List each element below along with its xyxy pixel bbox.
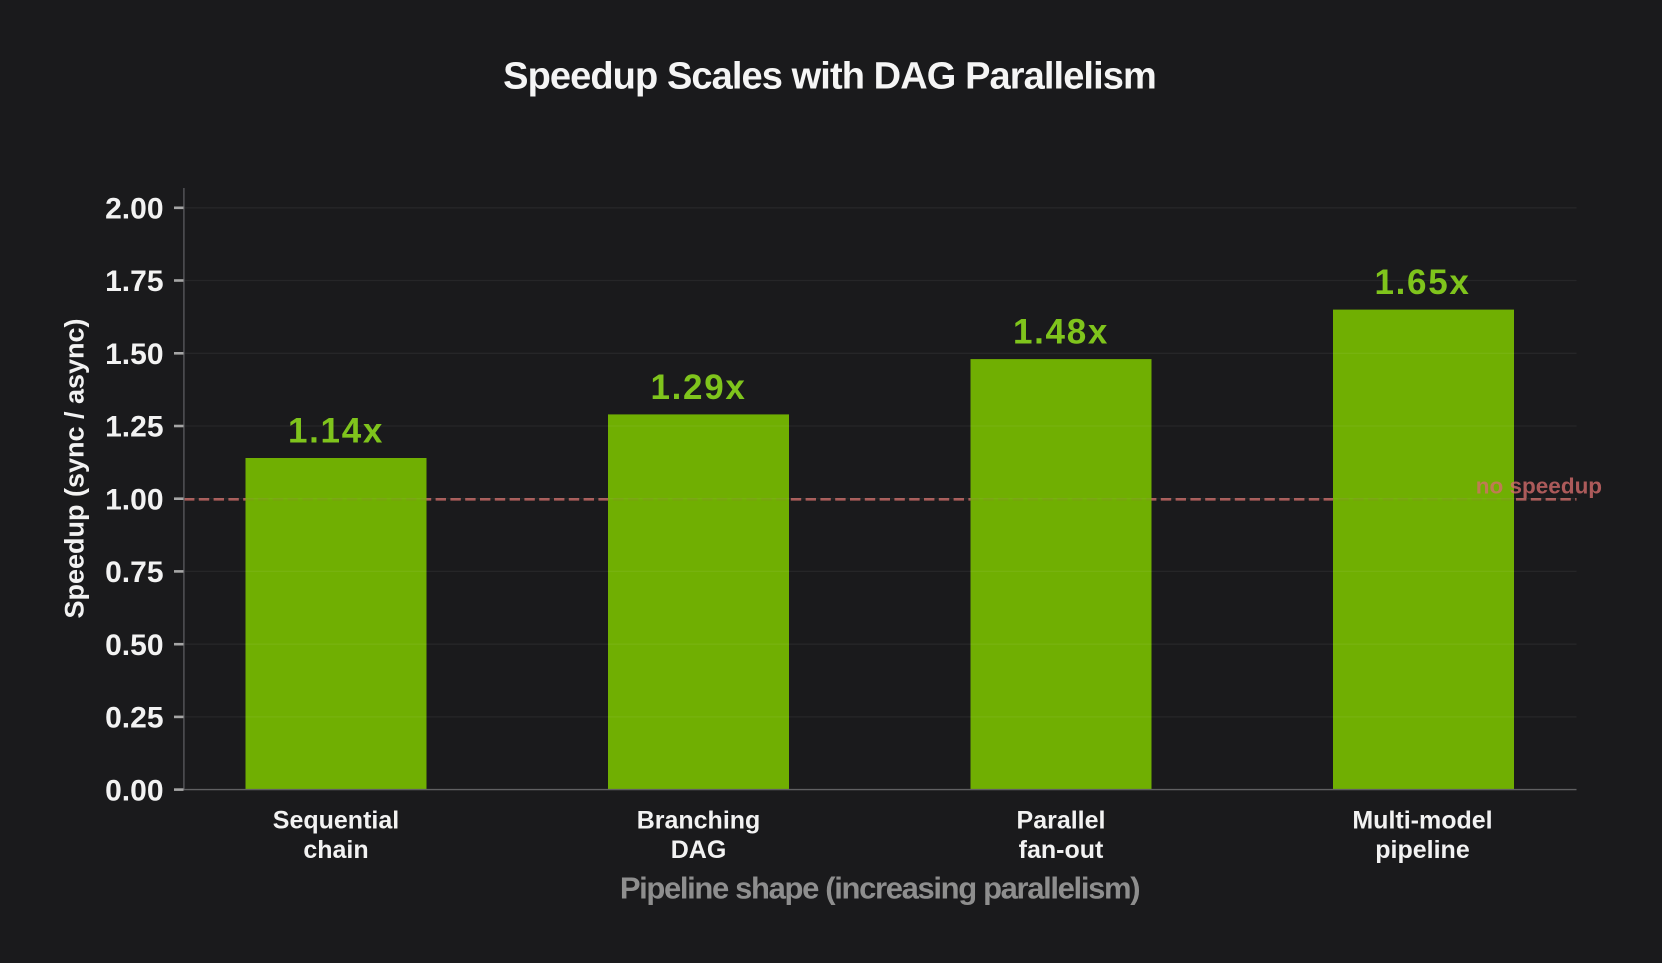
svg-text:1.50: 1.50 [105, 338, 163, 371]
svg-text:1.75: 1.75 [105, 265, 163, 298]
svg-text:Branching: Branching [637, 807, 761, 835]
svg-text:1.29x: 1.29x [650, 368, 746, 407]
svg-text:1.00: 1.00 [105, 483, 163, 516]
svg-text:0.00: 0.00 [105, 774, 163, 807]
svg-text:chain: chain [303, 836, 368, 864]
svg-text:no speedup: no speedup [1476, 473, 1602, 498]
svg-text:1.25: 1.25 [105, 411, 163, 444]
svg-text:1.14x: 1.14x [288, 412, 384, 451]
svg-text:2.00: 2.00 [105, 193, 163, 226]
svg-text:Speedup Scales with DAG Parall: Speedup Scales with DAG Parallelism [503, 56, 1156, 98]
svg-text:Speedup (sync / async): Speedup (sync / async) [60, 318, 90, 618]
svg-text:1.65x: 1.65x [1374, 263, 1470, 302]
svg-text:Parallel: Parallel [1017, 807, 1106, 835]
svg-text:Pipeline shape (increasing par: Pipeline shape (increasing parallelism) [620, 871, 1139, 906]
svg-text:pipeline: pipeline [1375, 836, 1470, 864]
svg-text:0.25: 0.25 [105, 702, 163, 735]
svg-text:1.48x: 1.48x [1013, 313, 1109, 352]
svg-text:Sequential: Sequential [273, 807, 399, 835]
svg-text:DAG: DAG [671, 836, 727, 864]
svg-text:fan-out: fan-out [1019, 836, 1104, 864]
svg-text:Multi-model: Multi-model [1352, 807, 1492, 835]
svg-text:0.75: 0.75 [105, 556, 163, 589]
svg-text:0.50: 0.50 [105, 629, 163, 662]
